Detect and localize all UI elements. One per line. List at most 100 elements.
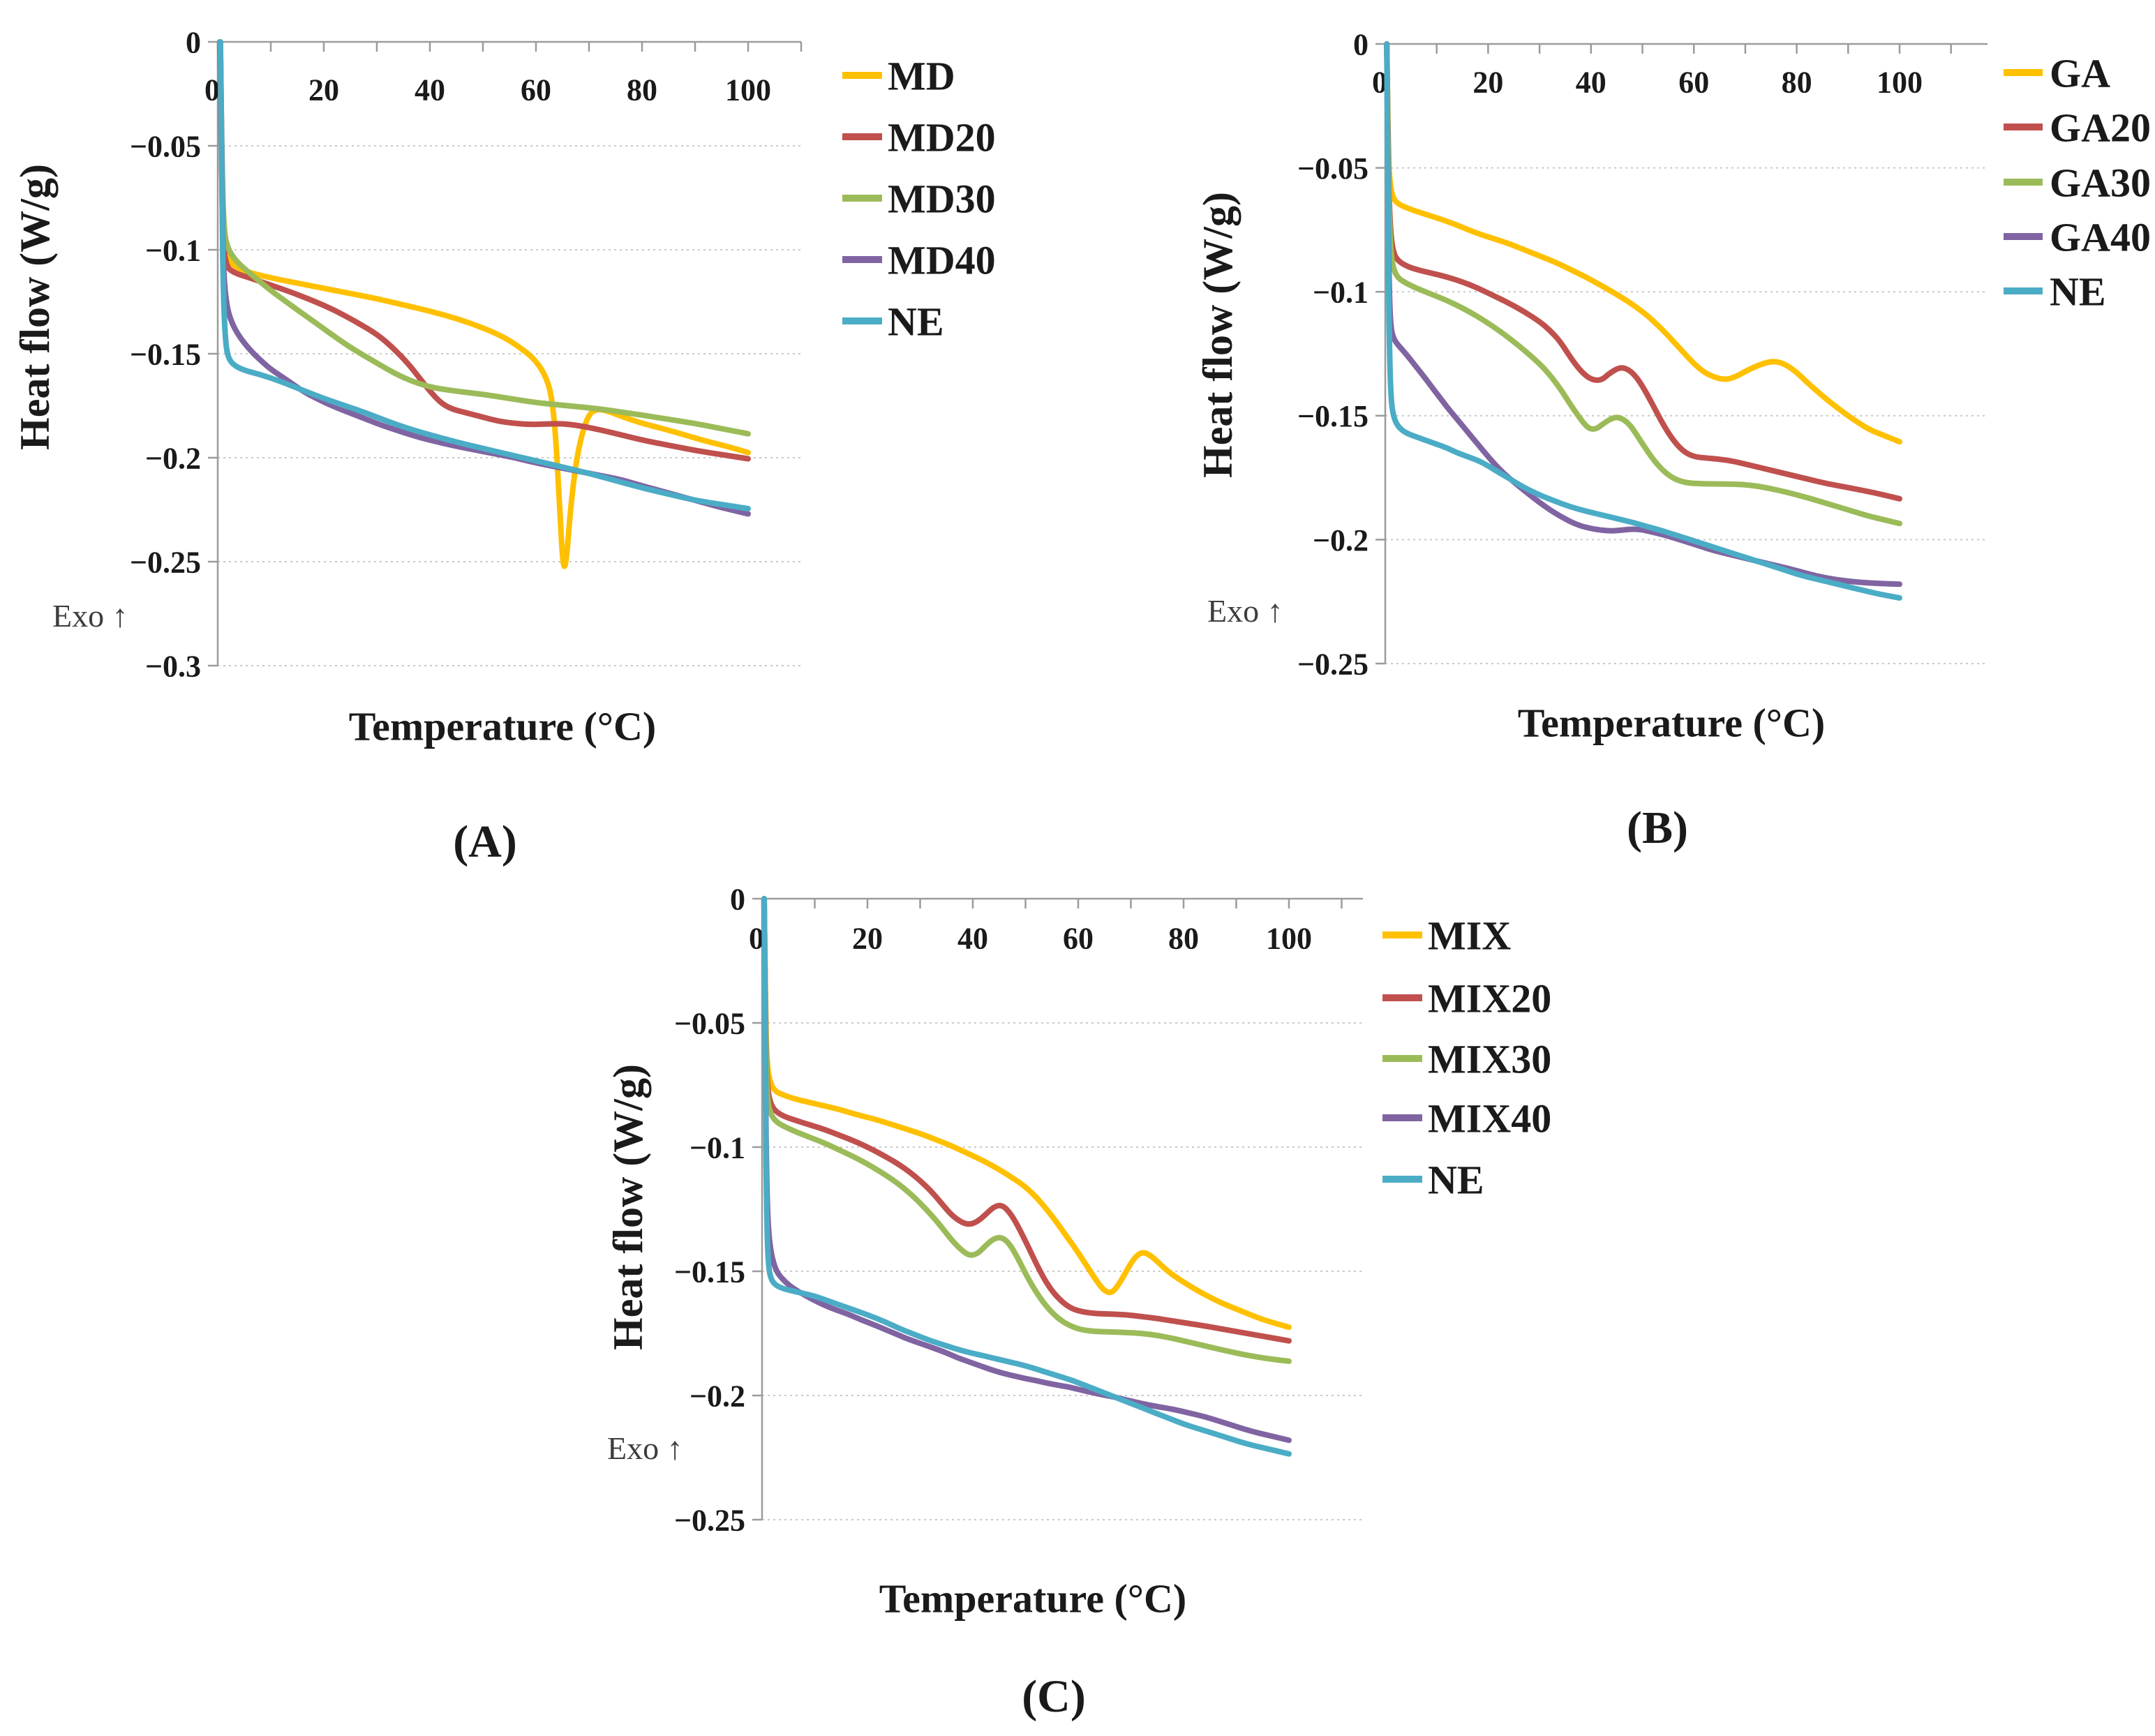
legend-item: NE [1382,1157,1484,1202]
y-tick-label: −0.2 [689,1379,745,1413]
legend-label: MD [888,53,955,98]
legend-item: NE [2004,269,2106,314]
legend-item: MIX20 [1382,975,1551,1021]
x-axis-title: Temperature (°C) [879,1576,1186,1621]
series-line-MD [217,39,751,569]
x-tick-label: 80 [1782,65,1812,99]
legend-label: GA [2050,50,2110,96]
series-line-GA [1384,41,1902,445]
legend-label: GA30 [2050,160,2151,205]
y-tick-label: 0 [186,25,201,59]
exo-annotation: Exo ↑ [1207,593,1283,629]
series-line-NE [217,39,751,511]
legend-label: NE [888,299,944,344]
panel-letter-c: (C) [1022,1671,1086,1722]
x-tick-label: 20 [852,921,883,955]
y-tick-label: −0.05 [674,1006,745,1040]
series-line-GA30 [1384,41,1902,527]
series-line-MIX30 [761,896,1292,1364]
panel-letter-b: (B) [1627,802,1688,853]
legend-label: MIX30 [1428,1036,1551,1082]
y-tick-label: −0.25 [1297,647,1369,681]
panel-c: 0 −0.05 −0.1 −0.15 −0.2 −0.25 0 20 40 60 80 100 Hea… [605,882,1551,1722]
x-tick-label: 0 [1372,65,1387,99]
y-axis-title: Heat flow (W/g) [12,164,58,450]
y-axis-title: Heat flow (W/g) [1195,192,1241,478]
y-tick-label: −0.25 [674,1503,745,1537]
legend-item: GA40 [2004,214,2151,260]
y-tick-label: 0 [1353,27,1369,61]
x-tick-label: 60 [521,73,551,107]
y-axis-title: Heat flow (W/g) [605,1064,651,1350]
plot-area-b: 0 −0.05 −0.1 −0.15 −0.2 −0.25 0 20 40 60 80 100 [1297,27,1988,681]
series-line-MIX40 [761,896,1292,1444]
legend-label: GA20 [2050,105,2151,150]
x-tick-label: 80 [1168,921,1199,955]
y-tick-label: −0.05 [1297,151,1369,186]
x-tick-label: 100 [1877,65,1923,99]
y-tick-label: −0.1 [689,1130,745,1165]
legend-item: GA20 [2004,105,2151,150]
series-line-NE [1384,41,1902,601]
y-tick-label: −0.2 [145,441,201,475]
x-tick-label: 20 [1472,65,1503,99]
legend-label: NE [1428,1157,1484,1202]
legend-item: GA [2004,50,2110,96]
exo-annotation: Exo ↑ [607,1430,683,1466]
legend-item: MD40 [842,237,996,283]
y-tick-label: −0.1 [1313,276,1369,310]
legend-label: GA40 [2050,214,2151,260]
x-tick-label: 100 [1266,921,1312,955]
x-tick-label: 40 [415,73,445,107]
series-line-MIX [761,896,1292,1331]
x-tick-label: 40 [957,921,988,955]
y-tick-label: −0.15 [674,1255,745,1289]
panel-letter-a: (A) [453,816,517,867]
legend-item: MD [842,53,955,98]
legend-item: MIX30 [1382,1036,1551,1082]
y-tick-label: −0.15 [130,337,201,371]
legend-label: MIX40 [1428,1095,1551,1141]
x-tick-label: 80 [627,73,657,107]
series-line-MIX20 [761,896,1292,1344]
y-tick-label: −0.3 [145,649,201,683]
legend-b: GA GA20 GA30 GA40 NE [2004,50,2151,314]
legend-item: GA30 [2004,160,2151,205]
x-tick-label: 0 [204,73,220,107]
series-line-MD30 [217,39,751,437]
panel-a: 0−0.05−0.1−0.15−0.2−0.25−0.30 20 40 60 80 100… [12,25,996,867]
y-tick-label: −0.05 [130,129,201,163]
x-tick-label: 20 [308,73,339,107]
plot-area-c: 0 −0.05 −0.1 −0.15 −0.2 −0.25 0 20 40 60 80 100 [674,882,1363,1537]
series-line-MD20 [217,39,751,462]
legend-label: MIX [1428,913,1511,958]
plot-area-a: 0−0.05−0.1−0.15−0.2−0.25−0.30 20 40 60 80 100 [130,25,803,683]
x-tick-label: 60 [1063,921,1094,955]
y-tick-label: −0.1 [145,233,201,267]
y-tick-label: −0.2 [1313,523,1369,558]
legend-label: NE [2050,269,2106,314]
x-axis-title: Temperature (°C) [1518,700,1825,745]
legend-label: MD20 [888,114,996,160]
legend-item: MIX [1382,913,1511,958]
y-tick-label: −0.15 [1297,399,1369,433]
x-tick-label: 0 [749,921,764,955]
y-tick-label: −0.25 [130,545,201,579]
legend-label: MIX20 [1428,975,1551,1021]
panel-b: 0 −0.05 −0.1 −0.15 −0.2 −0.25 0 20 40 60 80 100 Hea… [1195,27,2151,853]
x-axis-title: Temperature (°C) [349,703,656,749]
legend-c: MIX MIX20 MIX30 MIX40 NE [1382,913,1551,1202]
legend-label: MD30 [888,176,996,221]
series-line-GA20 [1384,41,1902,502]
x-tick-label: 60 [1678,65,1709,99]
x-tick-label: 100 [725,73,771,107]
legend-item: NE [842,299,944,344]
legend-item: MD30 [842,176,996,221]
legend-item: MD20 [842,114,996,160]
legend-a: MD MD20 MD30 MD40 NE [842,53,996,344]
y-tick-label: 0 [730,882,745,916]
exo-annotation: Exo ↑ [52,598,128,634]
legend-item: MIX40 [1382,1095,1551,1141]
x-tick-label: 40 [1576,65,1606,99]
